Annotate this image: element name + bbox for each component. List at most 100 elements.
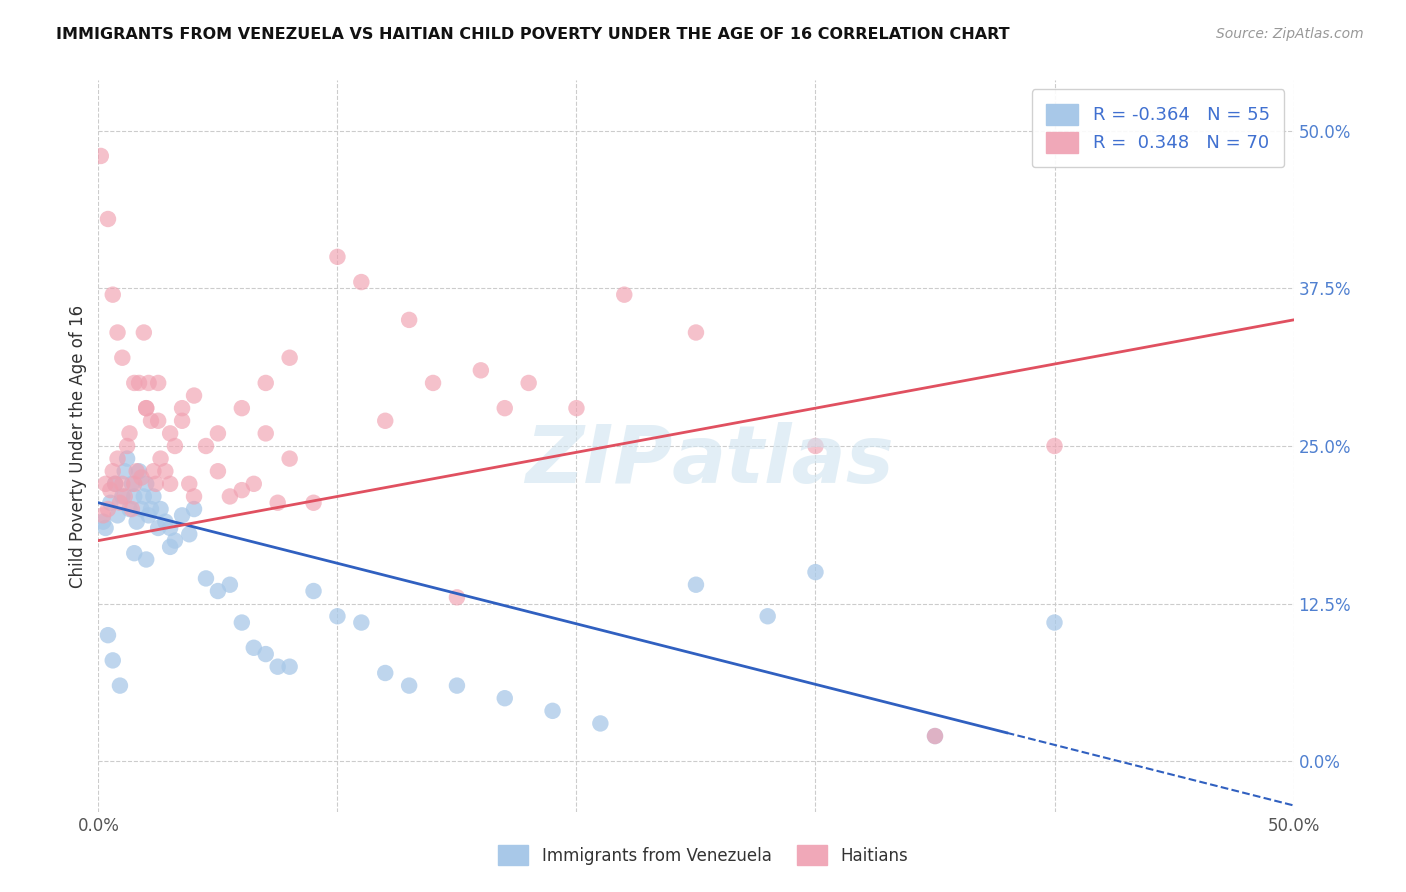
Point: [138, 376, 160, 390]
Point: [124, 476, 146, 491]
Point: [374, 414, 396, 428]
Point: [278, 351, 301, 365]
Point: [107, 451, 129, 466]
Point: [114, 464, 136, 478]
Point: [254, 647, 277, 661]
Point: [91, 515, 114, 529]
Point: [267, 659, 290, 673]
Point: [125, 464, 148, 478]
Point: [326, 250, 349, 264]
Point: [108, 679, 131, 693]
Point: [494, 401, 516, 416]
Point: [183, 502, 205, 516]
Point: [207, 584, 229, 599]
Point: [148, 376, 170, 390]
Point: [104, 476, 127, 491]
Point: [159, 476, 181, 491]
Point: [231, 483, 253, 497]
Point: [1043, 615, 1066, 630]
Point: [541, 704, 564, 718]
Point: [118, 426, 141, 441]
Point: [128, 376, 150, 390]
Point: [94, 521, 117, 535]
Point: [107, 508, 129, 523]
Point: [924, 729, 946, 743]
Point: [302, 584, 325, 599]
Point: [142, 490, 165, 504]
Point: [254, 376, 277, 390]
Point: [132, 490, 155, 504]
Point: [121, 502, 143, 516]
Point: [148, 521, 170, 535]
Y-axis label: Child Poverty Under the Age of 16: Child Poverty Under the Age of 16: [69, 304, 87, 588]
Point: [139, 502, 162, 516]
Point: [179, 476, 201, 491]
Text: atlas: atlas: [672, 422, 894, 500]
Point: [350, 615, 373, 630]
Legend: Immigrants from Venezuela, Haitians: Immigrants from Venezuela, Haitians: [488, 836, 918, 875]
Point: [145, 476, 167, 491]
Point: [135, 552, 157, 566]
Point: [135, 401, 157, 416]
Point: [183, 388, 205, 402]
Point: [756, 609, 779, 624]
Point: [111, 476, 134, 491]
Point: [195, 571, 218, 585]
Point: [207, 426, 229, 441]
Point: [589, 716, 612, 731]
Point: [124, 376, 146, 390]
Point: [97, 502, 120, 516]
Point: [613, 287, 636, 301]
Point: [172, 414, 194, 428]
Point: [804, 565, 827, 579]
Point: [350, 275, 373, 289]
Point: [219, 578, 242, 592]
Point: [163, 533, 186, 548]
Point: [685, 578, 707, 592]
Legend: R = -0.364   N = 55, R =  0.348   N = 70: R = -0.364 N = 55, R = 0.348 N = 70: [1032, 89, 1285, 167]
Text: Source: ZipAtlas.com: Source: ZipAtlas.com: [1216, 27, 1364, 41]
Point: [685, 326, 707, 340]
Point: [326, 609, 349, 624]
Point: [149, 502, 172, 516]
Point: [132, 326, 155, 340]
Point: [804, 439, 827, 453]
Point: [1043, 439, 1066, 453]
Point: [302, 496, 325, 510]
Point: [195, 439, 218, 453]
Point: [243, 640, 266, 655]
Point: [135, 401, 157, 416]
Point: [111, 351, 134, 365]
Point: [107, 326, 129, 340]
Point: [243, 476, 266, 491]
Point: [446, 679, 468, 693]
Point: [565, 401, 588, 416]
Point: [159, 426, 181, 441]
Point: [254, 426, 277, 441]
Point: [446, 591, 468, 605]
Point: [231, 615, 253, 630]
Point: [159, 521, 181, 535]
Point: [142, 464, 165, 478]
Point: [101, 464, 124, 478]
Point: [115, 439, 138, 453]
Point: [179, 527, 201, 541]
Point: [128, 464, 150, 478]
Point: [163, 439, 186, 453]
Point: [172, 401, 194, 416]
Point: [108, 496, 131, 510]
Point: [470, 363, 492, 377]
Point: [115, 451, 138, 466]
Point: [422, 376, 444, 390]
Point: [91, 508, 114, 523]
Point: [104, 476, 127, 491]
Point: [114, 490, 136, 504]
Point: [139, 414, 162, 428]
Point: [124, 546, 146, 560]
Point: [118, 502, 141, 516]
Point: [219, 490, 242, 504]
Point: [155, 464, 177, 478]
Point: [207, 464, 229, 478]
Point: [398, 313, 420, 327]
Point: [97, 212, 120, 227]
